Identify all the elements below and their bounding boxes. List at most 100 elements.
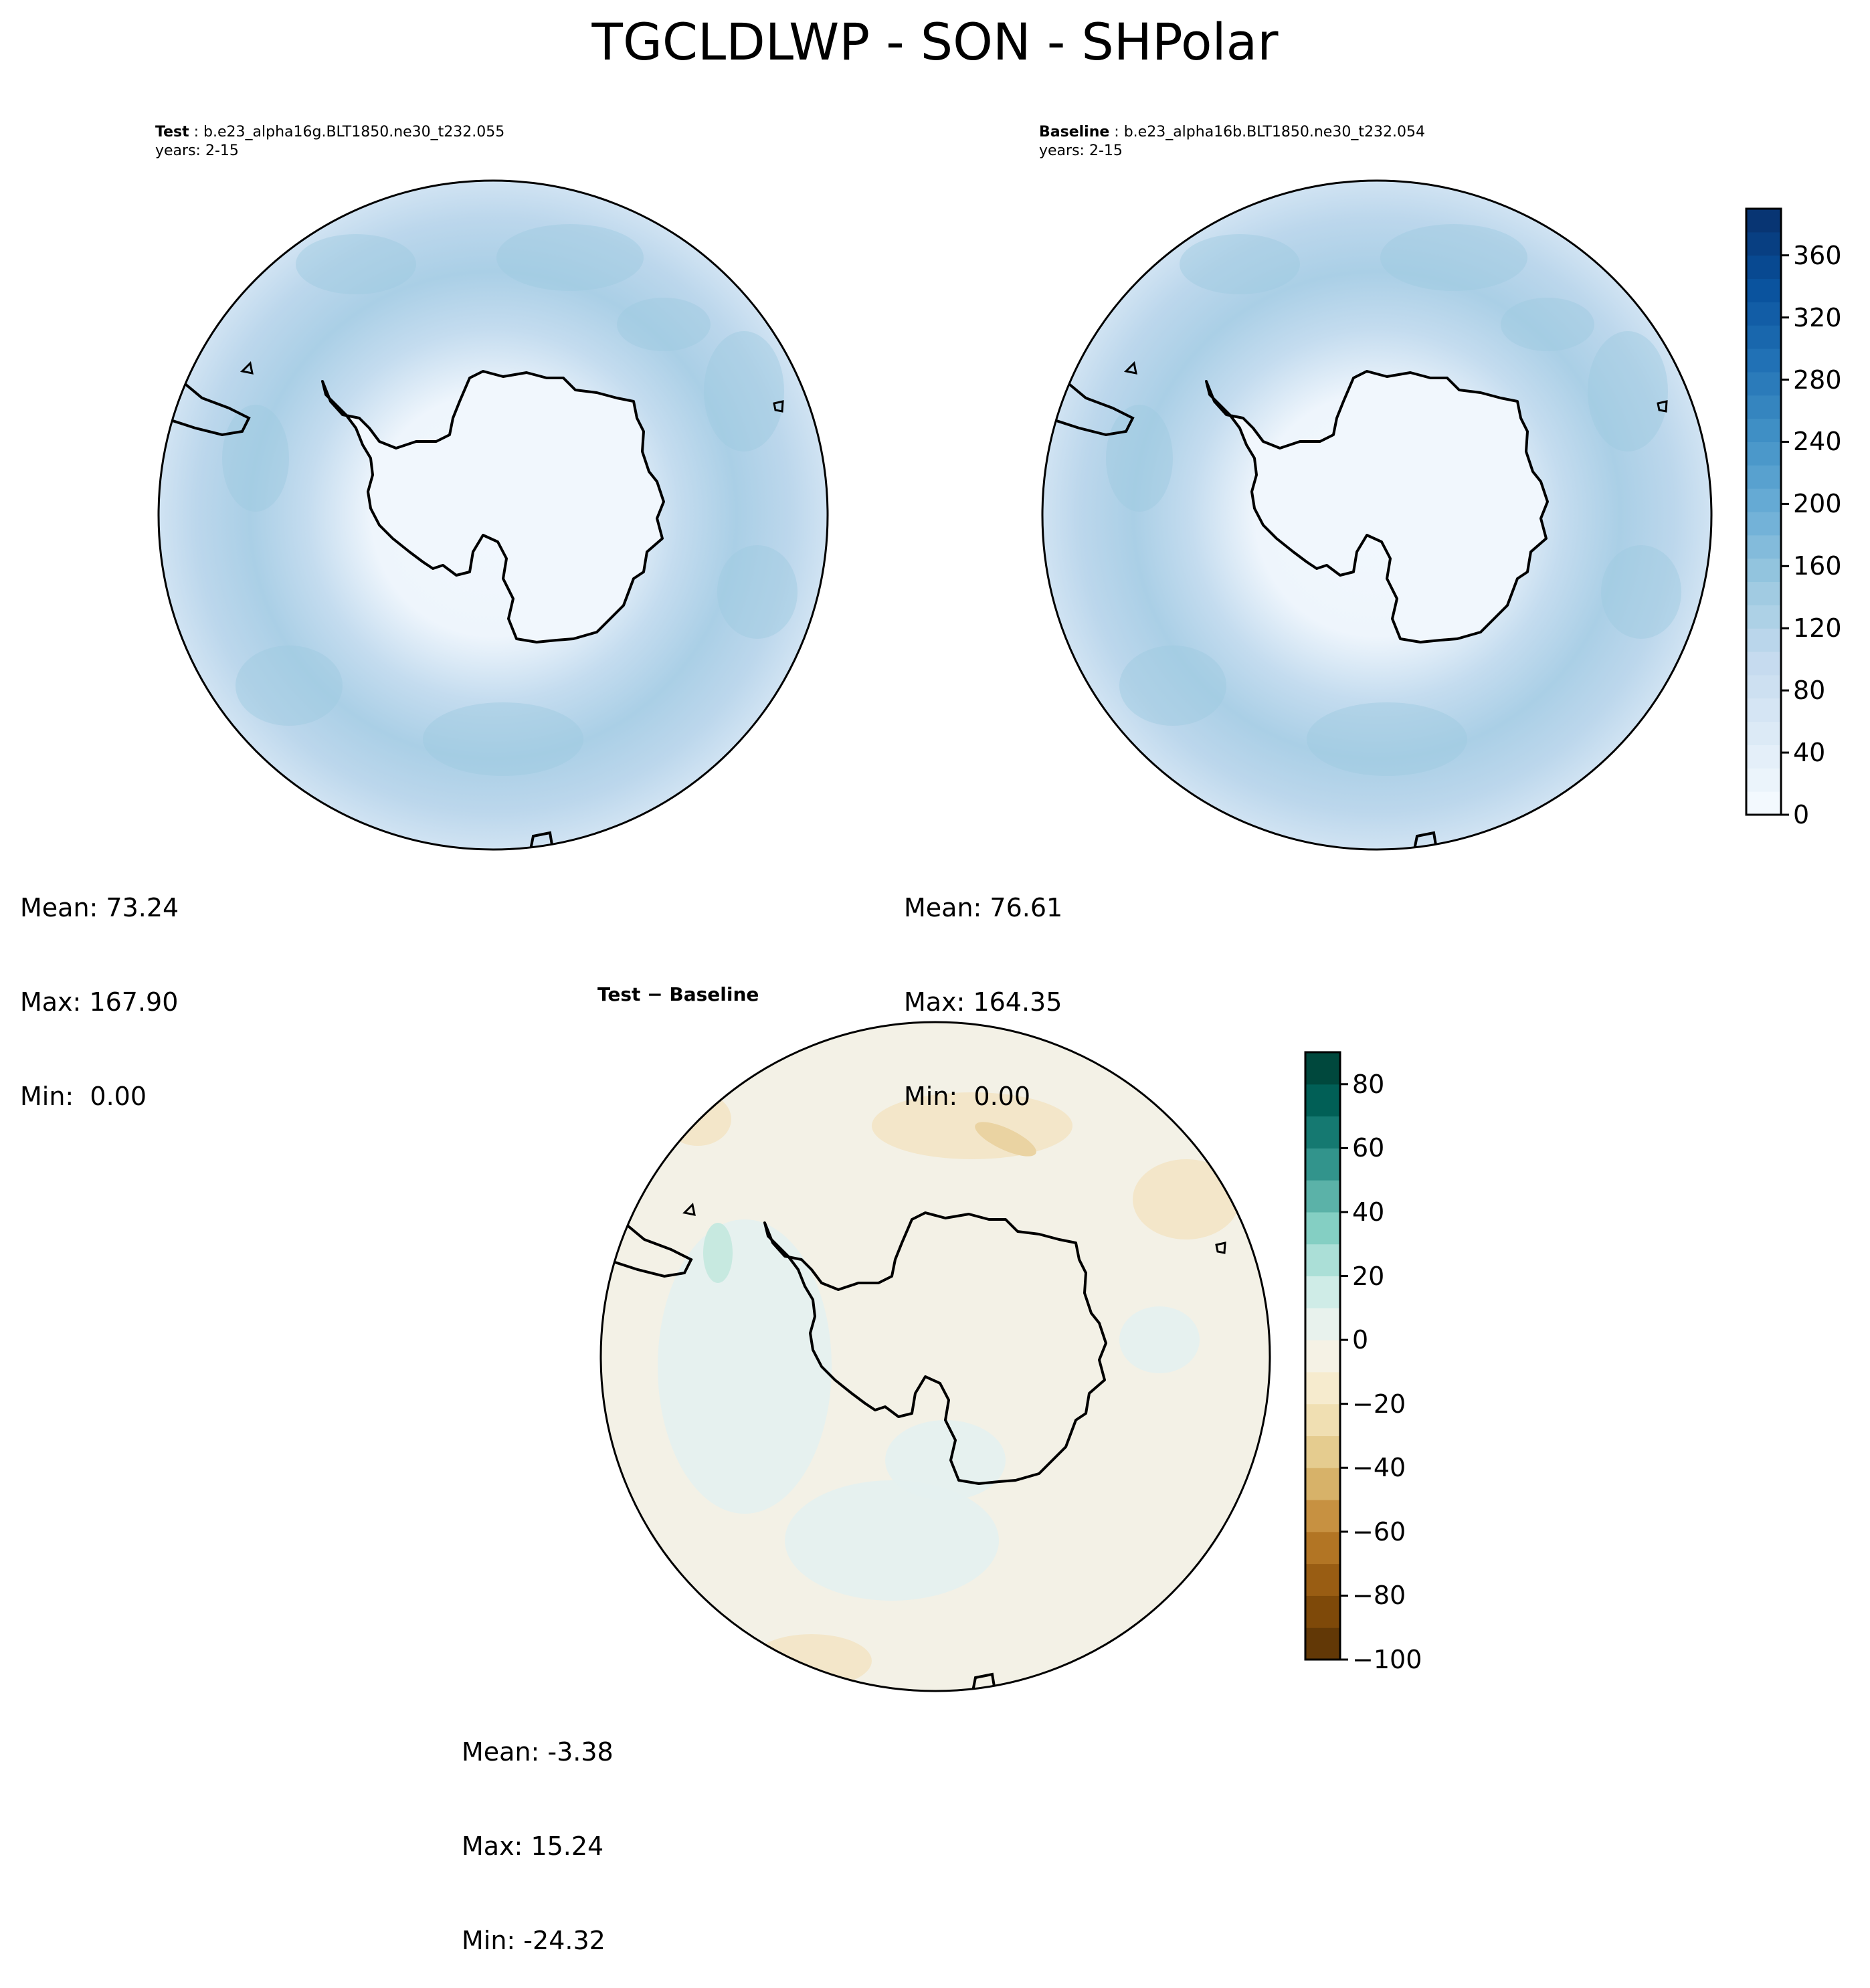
colorbar-segment — [1305, 1116, 1340, 1149]
colorbar-tick-label: 40 — [1352, 1197, 1385, 1227]
colorbar-segment — [1746, 628, 1781, 652]
colorbar-segment — [1305, 1148, 1340, 1181]
baseline-label: Baseline — [1039, 124, 1110, 140]
difference-stats: Mean: -3.38 Max: 15.24 Min: -24.32 — [462, 1674, 614, 1988]
field-blob — [1380, 224, 1527, 291]
colorbar-segment — [1305, 1627, 1340, 1660]
colorbar-segment — [1305, 1052, 1340, 1085]
field-blob — [236, 645, 343, 726]
colorbar-segment — [1746, 465, 1781, 489]
colorbar-frame — [1304, 1051, 1341, 1661]
test-stats: Mean: 73.24 Max: 167.90 Min: 0.00 — [20, 829, 179, 1144]
baseline-stats: Mean: 76.61 Max: 164.35 Min: 0.00 — [904, 829, 1062, 1144]
baseline-case-label: Baseline : b.e23_alpha16b.BLT1850.ne30_t… — [1039, 124, 1425, 140]
difference-max: Max: 15.24 — [462, 1831, 604, 1861]
main-colorbar — [1745, 207, 1789, 816]
difference-colorbar — [1304, 1051, 1348, 1661]
field-blob — [717, 545, 798, 639]
south-america-coastline — [602, 1221, 693, 1278]
test-polar-map — [157, 179, 829, 851]
colorbar-segment — [1746, 674, 1781, 699]
field-blob — [1180, 234, 1300, 294]
colorbar-segment — [1305, 1340, 1340, 1373]
test-case-label: Test : b.e23_alpha16g.BLT1850.ne30_t232.… — [155, 124, 505, 140]
colorbar-tick-label: 200 — [1793, 489, 1842, 519]
test-case-name: b.e23_alpha16g.BLT1850.ne30_t232.055 — [203, 124, 505, 140]
colorbar-tick-label: 80 — [1793, 676, 1826, 706]
field-blob — [222, 405, 289, 512]
colorbar-tick-label: 240 — [1793, 427, 1842, 457]
colorbar-segment — [1746, 488, 1781, 512]
colorbar-segment — [1305, 1500, 1340, 1532]
field-blob — [704, 331, 784, 452]
colorbar-tick-label: 80 — [1352, 1069, 1385, 1099]
colorbar-segment — [1746, 395, 1781, 419]
test-label: Test — [155, 124, 189, 140]
colorbar-segment — [1305, 1244, 1340, 1277]
colorbar-frame — [1745, 207, 1782, 816]
baseline-polar-map — [1041, 179, 1713, 851]
colorbar-tick-label: 160 — [1793, 551, 1842, 581]
positive-anomaly — [885, 1420, 1006, 1500]
colorbar-segment — [1305, 1435, 1340, 1468]
test-mean: Mean: 73.24 — [20, 893, 179, 922]
colorbar-segment — [1746, 605, 1781, 629]
field-blob — [1601, 545, 1681, 639]
colorbar-segment — [1305, 1403, 1340, 1436]
colorbar-tick-label: 60 — [1352, 1133, 1385, 1163]
colorbar-segment — [1305, 1180, 1340, 1213]
colorbar-segment — [1746, 652, 1781, 676]
colorbar-segment — [1746, 581, 1781, 605]
field-blob — [1119, 645, 1226, 726]
field-blob — [617, 298, 711, 351]
field-blob — [1588, 331, 1668, 452]
positive-anomaly — [658, 1219, 832, 1514]
island-coastline — [773, 400, 784, 413]
australia-coastline — [970, 1672, 998, 1691]
colorbar-segment — [1746, 325, 1781, 349]
colorbar-segment — [1746, 721, 1781, 745]
colorbar-tick-label: 320 — [1793, 302, 1842, 332]
colorbar-segment — [1305, 1531, 1340, 1565]
island-coastline — [682, 1202, 696, 1216]
colorbar-segment — [1746, 441, 1781, 466]
colorbar-segment — [1746, 791, 1781, 815]
colorbar-segment — [1305, 1595, 1340, 1628]
island-coastline — [1215, 1241, 1226, 1254]
baseline-case-name: b.e23_alpha16b.BLT1850.ne30_t232.054 — [1123, 124, 1425, 140]
difference-mean: Mean: -3.38 — [462, 1737, 614, 1767]
positive-anomaly — [785, 1480, 999, 1601]
colorbar-tick-label: 20 — [1352, 1261, 1385, 1291]
colorbar-segment — [1746, 371, 1781, 396]
positive-anomaly — [703, 1223, 733, 1283]
test-years: years: 2-15 — [155, 142, 239, 159]
colorbar-segment — [1746, 349, 1781, 373]
colorbar-segment — [1746, 768, 1781, 792]
colorbar-segment — [1746, 558, 1781, 583]
field-blob — [1106, 405, 1173, 512]
baseline-mean: Mean: 76.61 — [904, 893, 1063, 922]
colorbar-segment — [1305, 1276, 1340, 1308]
baseline-max: Max: 164.35 — [904, 987, 1062, 1017]
figure-title: TGCLDLWP - SON - SHPolar — [591, 12, 1279, 72]
colorbar-segment — [1305, 1468, 1340, 1500]
difference-title: Test − Baseline — [597, 983, 759, 1005]
colorbar-tick-label: −20 — [1352, 1389, 1406, 1419]
colorbar-segment — [1746, 534, 1781, 559]
south-america-coastline — [1044, 379, 1135, 437]
positive-anomaly — [1119, 1306, 1200, 1373]
colorbar-segment — [1746, 209, 1781, 233]
negative-anomaly — [975, 1122, 1036, 1157]
colorbar-tick-label: 0 — [1352, 1325, 1369, 1355]
colorbar-tick-label: −80 — [1352, 1581, 1406, 1611]
australia-coastline — [528, 831, 555, 850]
baseline-years: years: 2-15 — [1039, 142, 1123, 159]
south-america-coastline — [160, 379, 251, 437]
colorbar-segment — [1746, 231, 1781, 256]
test-max: Max: 167.90 — [20, 987, 179, 1017]
colorbar-tick-label: 0 — [1793, 800, 1810, 829]
test-min: Min: 0.00 — [20, 1082, 147, 1111]
colorbar-segment — [1305, 1084, 1340, 1117]
field-blob — [1501, 298, 1594, 351]
map-boundary — [157, 179, 829, 851]
